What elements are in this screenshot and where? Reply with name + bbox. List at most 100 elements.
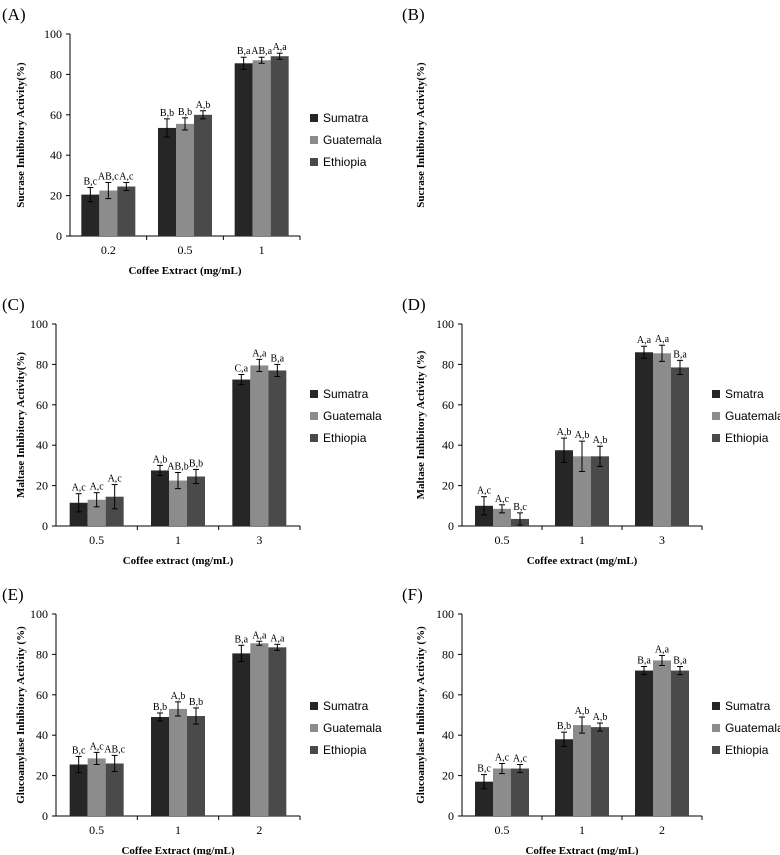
- significance-label: B,b: [557, 721, 571, 732]
- legend-label: Guatemala: [725, 721, 780, 735]
- significance-label: B,a: [237, 46, 251, 57]
- bar-guatemala: [493, 768, 511, 816]
- legend-swatch: [310, 158, 318, 166]
- legend-swatch: [712, 724, 720, 732]
- bar-guatemala: [87, 499, 106, 526]
- significance-label: B,b: [178, 107, 192, 118]
- bar-sumatra: [555, 739, 573, 816]
- y-tick-label: 40: [36, 728, 48, 742]
- significance-label: AB,b: [167, 461, 188, 472]
- legend-swatch: [310, 390, 318, 398]
- significance-label: A,c: [495, 752, 510, 763]
- legend-label: Ethiopia: [323, 431, 367, 445]
- y-tick-label: 80: [36, 357, 48, 371]
- significance-label: A,a: [637, 335, 652, 346]
- panel-f: (F) 0 20 40 60 80 100 0.5 B,c A,c A,c 1 B,b A,bA,b 2 B,…: [402, 585, 780, 855]
- significance-label: B,b: [153, 702, 167, 713]
- panel-b: (B)0204060801000.2A,cA,cA,c0.5B,bA,bA,b1…: [402, 5, 427, 208]
- panel-a: (A) 0 20 40 60 80 100 0.2 B,c AB,c A,c 0.5 B,b B,b A,b…: [2, 5, 382, 277]
- y-axis-label: Maltase Inhibitory Activity(%): [15, 352, 27, 498]
- y-tick-label: 100: [44, 27, 62, 41]
- bar-ethiopia: [105, 496, 124, 526]
- y-tick-label: 60: [442, 688, 454, 702]
- x-axis-label: Coffee extract (mg/mL): [527, 555, 638, 567]
- bar-sumatra: [81, 194, 100, 236]
- significance-label: AB,c: [104, 744, 125, 755]
- significance-label: A,a: [252, 348, 267, 359]
- x-tick-label: 3: [659, 533, 665, 547]
- y-axis-label: Glucoamylase Inhibitory Activity (%): [15, 626, 27, 804]
- significance-label: B,b: [189, 458, 203, 469]
- significance-label: A,b: [557, 427, 572, 438]
- y-tick-label: 60: [36, 688, 48, 702]
- bar-ethiopia: [268, 647, 287, 816]
- x-tick-label: 2: [256, 823, 262, 837]
- y-tick-label: 60: [442, 398, 454, 412]
- legend-swatch: [712, 702, 720, 710]
- legend-label: Guatemala: [323, 721, 382, 735]
- legend-swatch: [712, 390, 720, 398]
- significance-label: AB,c: [98, 171, 119, 182]
- bar-smatra: [555, 450, 573, 526]
- bar-guatemala: [573, 456, 591, 526]
- bar-guatemala: [250, 365, 269, 526]
- bar-sumatra: [234, 63, 253, 236]
- bar-ethiopia: [671, 367, 689, 526]
- significance-label: A,c: [90, 482, 105, 493]
- y-axis-label: Glucoamylase Inhibitory Activity (%): [415, 626, 427, 804]
- bar-ethiopia: [117, 186, 136, 236]
- legend-swatch: [310, 746, 318, 754]
- x-tick-label: 1: [579, 533, 585, 547]
- x-tick-label: 0.5: [178, 243, 193, 257]
- panel-label: (D): [402, 295, 426, 314]
- bar-guatemala: [87, 758, 106, 816]
- x-tick-label: 1: [259, 243, 265, 257]
- y-tick-label: 100: [30, 607, 48, 621]
- panel-label: (A): [2, 5, 26, 24]
- legend-label: Sumatra: [323, 111, 369, 125]
- bar-sumatra: [151, 717, 169, 816]
- legend-label: Smatra: [725, 387, 764, 401]
- y-tick-label: 20: [442, 769, 454, 783]
- significance-label: B,c: [477, 764, 491, 775]
- legend-label: Guatemala: [323, 133, 382, 147]
- significance-label: A,b: [153, 454, 168, 465]
- significance-label: A,b: [593, 712, 608, 723]
- x-tick-label: 0.5: [495, 533, 510, 547]
- y-tick-label: 20: [36, 479, 48, 493]
- bar-guatemala: [169, 708, 187, 816]
- significance-label: A,a: [655, 644, 670, 655]
- significance-label: AB,a: [251, 46, 272, 57]
- x-axis-label: Coffee Extract (mg/mL): [128, 265, 241, 277]
- y-tick-label: 40: [50, 148, 62, 162]
- legend-label: Ethiopia: [323, 155, 367, 169]
- significance-label: A,b: [575, 430, 590, 441]
- significance-label: A,a: [655, 334, 670, 345]
- y-tick-label: 20: [50, 189, 62, 203]
- x-tick-label: 0.2: [101, 243, 116, 257]
- significance-label: B,c: [84, 177, 98, 188]
- significance-label: B,a: [235, 634, 249, 645]
- significance-label: C,a: [235, 364, 249, 375]
- bar-sumatra: [69, 502, 88, 526]
- panel-label: (E): [2, 585, 24, 604]
- bar-ethiopia: [268, 370, 287, 526]
- bar-guatemala: [252, 60, 271, 237]
- legend-label: Sumatra: [323, 387, 369, 401]
- y-tick-label: 100: [436, 607, 454, 621]
- y-tick-label: 40: [442, 438, 454, 452]
- significance-label: A,b: [171, 691, 186, 702]
- x-tick-label: 0.5: [89, 533, 104, 547]
- bar-ethiopia: [671, 670, 689, 816]
- y-tick-label: 0: [42, 519, 48, 533]
- legend-swatch: [310, 434, 318, 442]
- y-tick-label: 20: [36, 769, 48, 783]
- bar-guatemala: [169, 480, 187, 526]
- x-tick-label: 1: [175, 533, 181, 547]
- y-tick-label: 60: [50, 108, 62, 122]
- bar-ethiopia: [187, 476, 205, 526]
- x-tick-label: 1: [175, 823, 181, 837]
- x-tick-label: 0.5: [495, 823, 510, 837]
